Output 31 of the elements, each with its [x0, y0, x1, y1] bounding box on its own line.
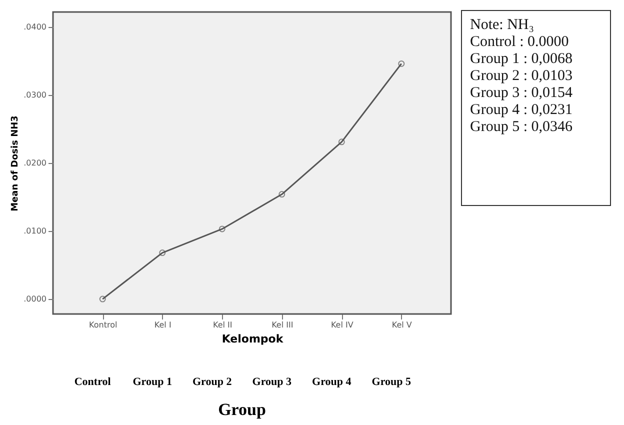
point — [159, 250, 166, 256]
text: Group 3 — [252, 376, 292, 388]
x-axis-title: Kelompok — [222, 332, 284, 346]
y-tick-label: .0300 — [24, 90, 46, 100]
text: Group 2 : 0,0103 — [470, 68, 574, 85]
y-axis-title: Mean of Dosis NH3 — [10, 116, 21, 212]
point — [218, 226, 226, 232]
text: Group 4 : 0,0231 — [470, 102, 574, 119]
y-tick-label: .0000 — [24, 294, 46, 304]
text: Group 3 : 0,0154 — [470, 85, 574, 102]
text: Group 1 — [132, 376, 172, 388]
x-tick-label: Kel IV — [330, 320, 354, 330]
point — [278, 191, 286, 198]
y-tick-label: .0400 — [24, 22, 46, 32]
y-tick-label: .0200 — [24, 158, 46, 168]
text: Control — [74, 376, 111, 388]
text: Group 2 — [192, 376, 232, 388]
text: Note: NH₃ — [470, 17, 535, 34]
text: Group 5 — [372, 376, 412, 388]
x-tick-label: Kel III — [272, 320, 294, 330]
x-tick-label: Kel II — [212, 320, 232, 330]
x-tick-label: Kel V — [392, 320, 412, 330]
point — [338, 138, 345, 146]
text: Group — [218, 400, 266, 420]
y-tick-label: .0100 — [24, 226, 46, 236]
text: Control : 0.0000 — [470, 34, 570, 51]
text: Group 5 : 0,0346 — [470, 119, 574, 136]
text: Group 1 : 0,0068 — [470, 51, 574, 68]
x-tick-label: Kontrol — [89, 320, 118, 330]
text: Group 4 — [312, 376, 352, 388]
x-tick-label: Kel I — [154, 320, 172, 330]
